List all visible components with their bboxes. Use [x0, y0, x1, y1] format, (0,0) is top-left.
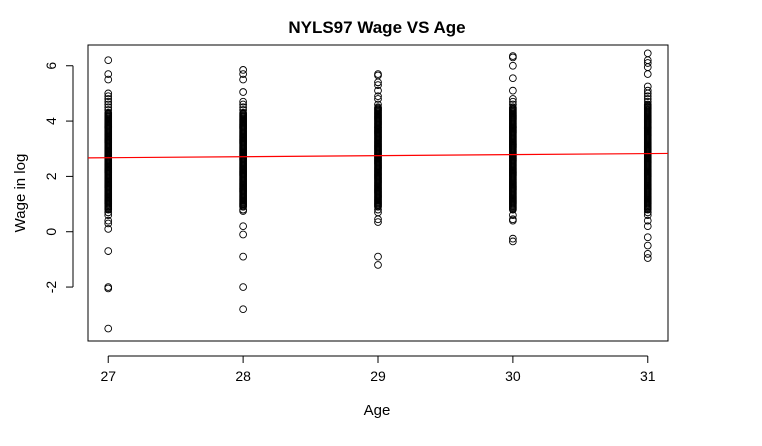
data-point: [239, 230, 247, 239]
data-point: [643, 63, 652, 71]
data-point: [239, 305, 247, 314]
data-point: [104, 97, 113, 106]
y-tick-label: 6: [43, 62, 59, 70]
data-point: [104, 219, 113, 228]
data-point: [643, 89, 652, 98]
data-point: [239, 70, 247, 78]
data-point: [239, 252, 247, 261]
data-point: [374, 205, 382, 214]
data-point: [104, 247, 113, 255]
data-point: [643, 86, 652, 95]
data-point: [374, 78, 382, 87]
data-point: [239, 106, 247, 114]
data-point: [643, 70, 652, 78]
data-point: [374, 86, 382, 95]
data-point: [104, 324, 113, 333]
data-point: [239, 103, 247, 112]
data-point: [239, 97, 247, 106]
chart-title: NYLS97 Wage VS Age: [288, 18, 465, 37]
data-point: [239, 207, 247, 215]
y-tick-label: -2: [43, 281, 59, 294]
data-point: [509, 216, 517, 225]
data-point: [509, 237, 517, 246]
data-point: [239, 283, 247, 291]
data-point: [104, 89, 113, 98]
data-point: [643, 92, 652, 101]
data-point: [374, 95, 382, 103]
x-tick-label: 30: [505, 368, 521, 384]
data-point: [643, 222, 652, 231]
data-point: [239, 75, 247, 84]
data-point: [104, 106, 113, 114]
y-tick-label: 0: [43, 228, 59, 236]
data-point: [104, 70, 113, 78]
data-point: [509, 97, 517, 106]
data-point: [104, 284, 113, 293]
x-axis: 27 28 29 30 31: [100, 355, 656, 384]
data-point: [239, 88, 247, 96]
data-point: [643, 97, 652, 106]
data-point: [239, 66, 247, 74]
data-point: [374, 81, 382, 89]
data-point: [104, 211, 113, 219]
data-point: [374, 103, 382, 112]
data-point: [104, 95, 113, 103]
data-point: [104, 103, 113, 112]
x-tick-label: 27: [100, 368, 116, 384]
y-axis: -2 0 2 4 6: [43, 62, 74, 294]
data-point: [643, 208, 652, 217]
data-point: [643, 211, 652, 219]
data-point: [509, 95, 517, 103]
data-point: [374, 261, 382, 269]
data-point: [104, 75, 113, 84]
x-tick-label: 31: [640, 368, 656, 384]
y-tick-label: 4: [43, 117, 59, 125]
data-point: [643, 254, 652, 262]
data-point: [104, 108, 113, 117]
data-point: [239, 100, 247, 109]
data-point: [104, 92, 113, 101]
data-point: [104, 100, 113, 109]
data-point: [374, 218, 382, 226]
x-tick-label: 28: [235, 368, 251, 384]
data-point: [509, 100, 517, 109]
x-tick-label: 29: [370, 368, 386, 384]
data-point: [509, 86, 517, 95]
data-point: [104, 56, 113, 65]
data-point: [509, 211, 517, 219]
regression-line: [87, 152, 669, 159]
data-point: [643, 250, 652, 258]
data-point: [374, 92, 382, 101]
points-layer: [104, 49, 652, 333]
data-point: [643, 49, 652, 58]
y-axis-title: Wage in log: [12, 154, 29, 233]
plot-frame: [87, 44, 669, 342]
data-point: [643, 233, 652, 242]
data-point: [509, 61, 517, 70]
data-point: [374, 252, 382, 261]
data-point: [509, 103, 517, 112]
data-point: [239, 222, 247, 231]
data-point: [643, 95, 652, 103]
y-tick-label: 2: [43, 172, 59, 180]
data-point: [239, 108, 247, 117]
x-axis-title: Age: [364, 402, 391, 419]
data-point: [374, 215, 382, 224]
data-point: [104, 208, 113, 217]
data-point: [643, 100, 652, 109]
data-point: [374, 100, 382, 109]
data-point: [643, 59, 652, 67]
data-point: [643, 216, 652, 225]
fit-line-layer: [87, 152, 669, 159]
data-point: [509, 234, 517, 243]
data-point: [509, 74, 517, 83]
data-point: [509, 53, 517, 62]
data-point: [104, 216, 113, 225]
data-point: [104, 225, 113, 233]
data-point: [643, 241, 652, 250]
